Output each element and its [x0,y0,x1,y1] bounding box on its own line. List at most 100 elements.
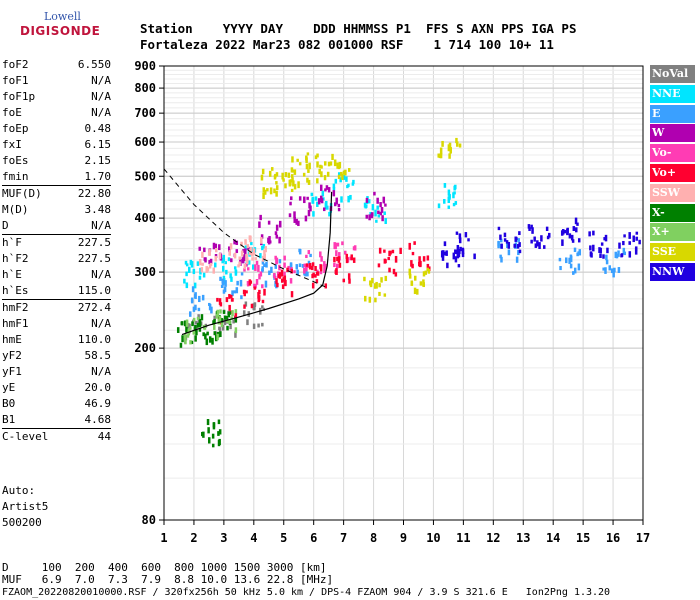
echo-mark [213,315,216,321]
param-row: foEs 2.15 [2,153,111,169]
echo-mark [383,211,386,216]
echo-mark [235,249,239,254]
echo-mark [536,240,539,247]
echo-mark [185,325,188,333]
echo-mark [309,253,312,258]
muf-line: MUF 6.9 7.0 7.3 7.9 8.8 10.0 13.6 22.8 [… [2,573,334,586]
echo-mark [234,317,238,323]
echo-mark [227,257,231,262]
y-tick-label: 400 [134,211,156,225]
echo-mark [316,178,319,184]
echo-mark [499,234,502,240]
param-value: 6.550 [77,58,111,71]
echo-mark [411,263,414,269]
echo-mark [286,267,289,273]
echo-mark [426,255,430,261]
echo-mark [505,240,509,244]
echo-mark [306,152,310,156]
param-row: foEp 0.48 [2,121,111,137]
echo-mark [298,263,302,267]
echo-mark [305,265,308,272]
echo-mark [185,271,188,277]
echo-mark [344,250,347,255]
echo-mark [295,264,299,270]
echo-mark [378,291,381,296]
echo-mark [308,202,311,209]
echo-mark [246,267,250,271]
echo-mark [290,291,294,298]
echo-mark [219,309,222,314]
echo-mark [303,263,306,268]
echo-mark [506,242,509,249]
echo-mark [228,246,231,252]
echo-mark [208,302,211,306]
echo-mark [228,304,231,311]
x-tick-label: 4 [250,531,257,545]
echo-mark [195,329,198,336]
echo-mark [515,256,519,263]
echo-mark [244,245,248,251]
echo-mark [347,195,350,203]
echo-mark [534,243,538,248]
echo-mark [190,299,194,304]
param-value: N/A [91,365,111,378]
auto-label: Auto: [2,484,36,497]
param-value: 227.5 [77,236,111,249]
echo-mark [336,256,339,262]
echo-mark [439,153,443,159]
echo-mark [302,172,306,177]
echo-mark [333,202,337,207]
echo-mark [617,267,621,273]
echo-mark [269,187,273,195]
echo-mark [263,249,266,256]
param-value: 272.4 [77,301,111,314]
echo-mark [261,255,265,262]
echo-mark [215,314,219,319]
echo-mark [312,211,315,217]
param-value: N/A [91,317,111,330]
echo-mark [282,178,285,182]
param-name: MUF(D) [2,187,42,200]
param-value: N/A [91,90,111,103]
echo-mark [176,327,180,333]
echo-mark [206,419,210,426]
echo-mark [275,172,279,177]
echo-mark [440,250,444,258]
echo-mark [234,315,237,319]
echo-mark [314,196,318,201]
echo-mark [281,284,285,289]
echo-mark [261,266,264,272]
echo-mark [332,190,336,197]
echo-mark [231,290,234,297]
echo-mark [188,266,191,273]
param-name: h`F2 [2,252,29,265]
echo-mark [447,189,451,196]
echo-mark [323,207,326,212]
echo-mark [259,271,263,277]
echo-mark [369,280,372,286]
echo-mark [352,179,355,184]
echo-mark [289,263,293,271]
echo-mark [200,267,204,273]
echo-mark [212,422,216,430]
echo-mark [274,231,278,235]
echo-mark [454,256,458,263]
param-value: N/A [91,106,111,119]
echo-mark [410,281,414,286]
echo-mark [352,257,356,263]
echo-mark [326,205,329,210]
param-name: foEp [2,122,29,135]
echo-mark [258,273,261,280]
echo-mark [538,242,541,250]
echo-mark [340,196,343,203]
echo-mark [229,323,232,330]
echo-mark [293,270,296,274]
echo-mark [253,286,257,290]
echo-mark [198,275,202,280]
echo-mark [437,203,441,209]
echo-mark [233,266,237,270]
echo-mark [197,314,200,320]
echo-mark [561,239,564,246]
echo-mark [208,336,212,343]
echo-mark [265,261,268,268]
